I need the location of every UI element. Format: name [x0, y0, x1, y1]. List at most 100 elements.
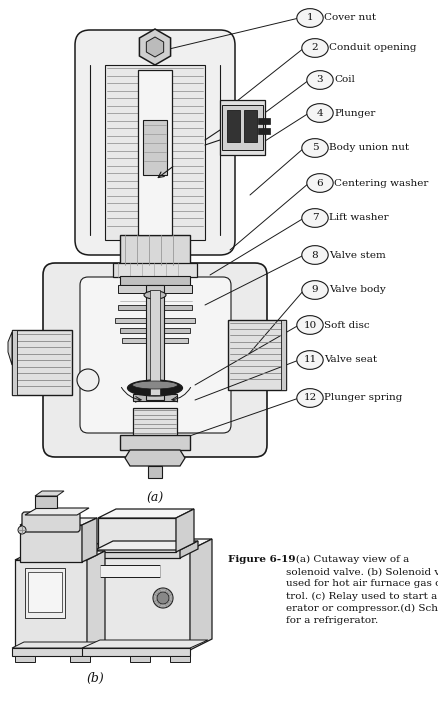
Bar — [133, 394, 177, 401]
Text: Valve stem: Valve stem — [328, 250, 385, 260]
Polygon shape — [176, 509, 194, 552]
Ellipse shape — [306, 103, 332, 122]
Polygon shape — [82, 640, 208, 648]
Bar — [133, 408, 177, 438]
Bar — [280, 320, 285, 390]
Bar — [120, 435, 190, 450]
Text: Figure 6-19: Figure 6-19 — [227, 555, 295, 564]
Text: 12: 12 — [303, 393, 316, 403]
Polygon shape — [8, 332, 12, 365]
Bar — [70, 656, 90, 662]
Circle shape — [18, 526, 26, 534]
Ellipse shape — [301, 38, 328, 57]
Text: 5: 5 — [311, 143, 318, 153]
Bar — [118, 305, 191, 310]
Text: (b): (b) — [86, 672, 104, 685]
Polygon shape — [98, 509, 194, 518]
Bar — [244, 110, 256, 142]
Ellipse shape — [301, 281, 328, 299]
Bar — [170, 656, 190, 662]
Text: 2: 2 — [311, 43, 318, 53]
Ellipse shape — [127, 380, 182, 396]
Polygon shape — [12, 642, 104, 648]
Bar — [113, 263, 197, 277]
Text: Soft disc: Soft disc — [324, 320, 369, 330]
Ellipse shape — [144, 291, 166, 299]
Text: 11: 11 — [303, 356, 316, 364]
Bar — [150, 290, 159, 395]
Bar — [222, 105, 262, 150]
Bar — [219, 100, 265, 155]
Polygon shape — [20, 518, 97, 525]
Text: 9: 9 — [311, 286, 318, 294]
Bar — [130, 656, 150, 662]
Polygon shape — [15, 551, 105, 560]
Polygon shape — [180, 541, 198, 558]
Text: 7: 7 — [311, 213, 318, 223]
Ellipse shape — [306, 174, 332, 192]
Ellipse shape — [301, 209, 328, 227]
Text: Body union nut: Body union nut — [328, 143, 409, 153]
Polygon shape — [25, 508, 89, 515]
Text: Conduit opening: Conduit opening — [328, 43, 416, 53]
Bar — [146, 285, 164, 400]
Bar — [105, 65, 205, 240]
Text: (a) Cutaway view of a
solenoid valve. (b) Solenoid valve
used for hot air furnac: (a) Cutaway view of a solenoid valve. (b… — [285, 555, 438, 625]
Text: Centering washer: Centering washer — [334, 179, 427, 187]
Bar — [143, 120, 166, 175]
Bar — [12, 648, 92, 656]
Bar — [226, 110, 240, 142]
Ellipse shape — [301, 139, 328, 158]
Text: Coil: Coil — [334, 75, 354, 85]
Polygon shape — [139, 29, 170, 65]
Bar — [15, 656, 35, 662]
Bar — [118, 285, 191, 293]
Text: Cover nut: Cover nut — [324, 14, 375, 22]
Text: Valve seat: Valve seat — [324, 356, 377, 364]
Text: 8: 8 — [311, 250, 318, 260]
Bar — [258, 128, 269, 134]
Circle shape — [153, 588, 173, 608]
Polygon shape — [190, 539, 212, 650]
Text: Plunger spring: Plunger spring — [324, 393, 402, 403]
Bar — [28, 572, 62, 612]
Polygon shape — [85, 539, 212, 550]
Ellipse shape — [296, 389, 322, 407]
Bar — [100, 565, 159, 577]
Bar — [148, 466, 162, 478]
Bar — [258, 118, 269, 124]
Polygon shape — [85, 550, 190, 650]
Polygon shape — [146, 37, 163, 57]
Polygon shape — [95, 550, 180, 558]
Polygon shape — [20, 525, 82, 562]
Bar — [12, 330, 17, 395]
Bar — [120, 235, 190, 265]
Text: 10: 10 — [303, 320, 316, 330]
Text: 4: 4 — [316, 108, 322, 118]
Circle shape — [157, 592, 169, 604]
Ellipse shape — [132, 381, 177, 389]
Text: Plunger: Plunger — [334, 108, 375, 118]
Bar — [115, 318, 194, 323]
Text: 1: 1 — [306, 14, 313, 22]
Ellipse shape — [296, 351, 322, 369]
Ellipse shape — [306, 71, 332, 90]
Bar — [35, 496, 57, 508]
Polygon shape — [87, 551, 105, 650]
Text: 3: 3 — [316, 75, 322, 85]
Bar — [227, 320, 285, 390]
Polygon shape — [98, 518, 176, 552]
Bar — [25, 568, 65, 618]
FancyBboxPatch shape — [22, 512, 80, 532]
Text: Lift washer: Lift washer — [328, 213, 388, 223]
Bar — [120, 276, 190, 285]
Ellipse shape — [301, 246, 328, 265]
Ellipse shape — [296, 9, 322, 27]
Polygon shape — [15, 560, 87, 650]
Bar — [138, 70, 172, 235]
FancyBboxPatch shape — [80, 277, 230, 433]
Ellipse shape — [296, 316, 322, 334]
Polygon shape — [125, 450, 184, 466]
Circle shape — [77, 369, 99, 391]
Text: 6: 6 — [316, 179, 322, 187]
